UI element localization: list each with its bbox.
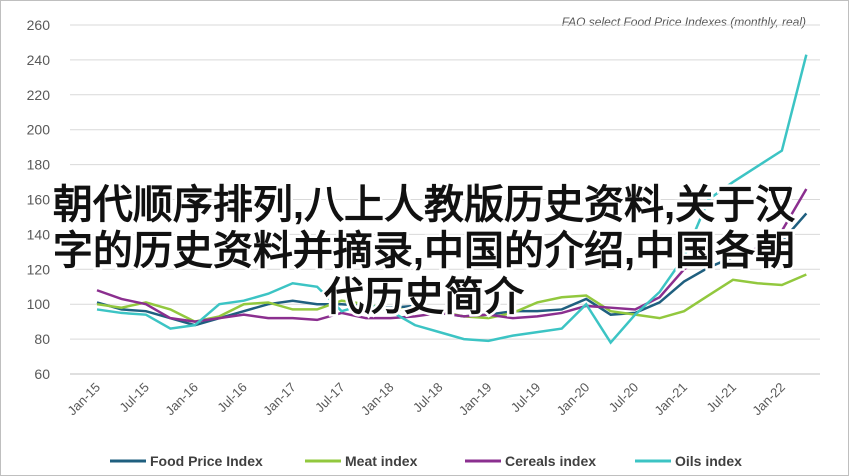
overlay-text: 字的历史资料并摘录,中国的介绍,中国各朝 xyxy=(53,229,795,273)
y-tick-label: 180 xyxy=(27,157,51,173)
legend-label: Cereals index xyxy=(505,453,596,469)
series-line xyxy=(96,54,808,345)
legend-label: Meat index xyxy=(345,453,418,469)
legend-label: Food Price Index xyxy=(150,453,263,469)
series-line xyxy=(96,188,808,323)
y-tick-label: 160 xyxy=(27,192,51,208)
y-tick-label: 140 xyxy=(27,226,51,242)
y-tick-label: 100 xyxy=(27,296,51,312)
y-tick-label: 80 xyxy=(34,331,50,347)
y-tick-label: 200 xyxy=(27,122,51,138)
y-tick-label: 220 xyxy=(27,87,51,103)
y-tick-label: 60 xyxy=(34,366,50,382)
overlay-text: 代历史简介 xyxy=(323,275,525,319)
overlay-text: 朝代顺序排列,八上人教版历史资料,关于汉 xyxy=(53,183,796,227)
y-tick-label: 120 xyxy=(27,261,51,277)
y-tick-label: 240 xyxy=(27,52,51,68)
legend-label: Oils index xyxy=(675,453,742,469)
y-tick-label: 260 xyxy=(27,17,51,33)
chart-title: FAO select Food Price Indexes (monthly, … xyxy=(562,15,806,29)
